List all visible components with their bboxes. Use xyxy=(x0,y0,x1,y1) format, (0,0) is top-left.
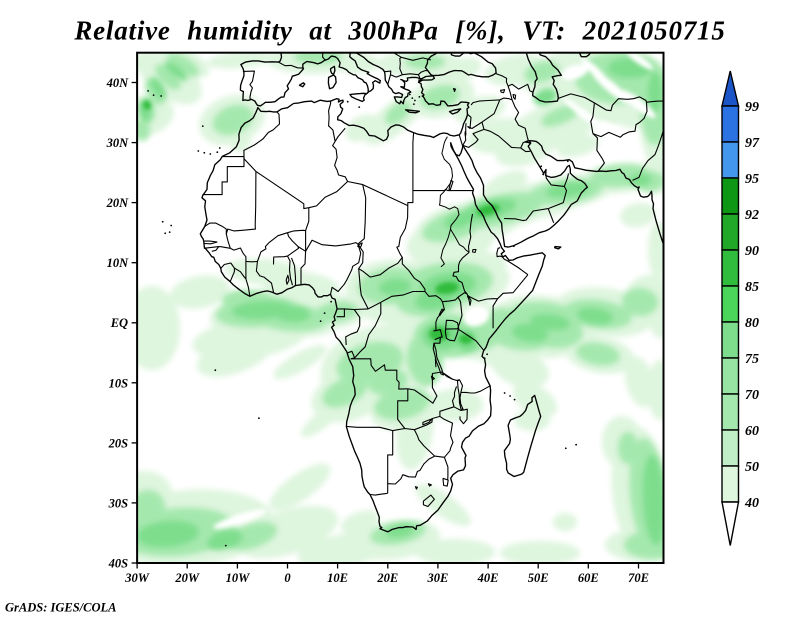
svg-text:Relative humidity at 300hPa [%: Relative humidity at 300hPa [%], VT: 202… xyxy=(73,16,725,46)
svg-text:30N: 30N xyxy=(106,136,130,150)
svg-text:95: 95 xyxy=(745,172,759,187)
svg-text:20S: 20S xyxy=(108,436,129,450)
svg-text:10S: 10S xyxy=(109,376,129,390)
svg-text:10N: 10N xyxy=(107,256,130,270)
svg-text:70E: 70E xyxy=(628,571,649,585)
svg-text:99: 99 xyxy=(745,100,759,115)
svg-text:97: 97 xyxy=(745,136,760,151)
svg-text:40S: 40S xyxy=(108,557,129,571)
svg-text:10E: 10E xyxy=(327,571,348,585)
svg-text:90: 90 xyxy=(745,244,759,259)
svg-text:40: 40 xyxy=(744,496,759,511)
svg-text:20W: 20W xyxy=(174,571,200,585)
svg-text:40E: 40E xyxy=(477,571,499,585)
svg-text:30S: 30S xyxy=(108,496,129,510)
svg-text:50E: 50E xyxy=(528,571,549,585)
svg-text:60: 60 xyxy=(745,424,759,439)
svg-text:GrADS: IGES/COLA: GrADS: IGES/COLA xyxy=(5,601,117,615)
svg-text:20N: 20N xyxy=(106,196,130,210)
svg-text:80: 80 xyxy=(745,316,759,331)
svg-text:20E: 20E xyxy=(376,571,398,585)
svg-text:85: 85 xyxy=(745,280,759,295)
svg-text:75: 75 xyxy=(745,352,759,367)
svg-text:40N: 40N xyxy=(106,76,130,90)
svg-text:70: 70 xyxy=(745,388,759,403)
svg-text:EQ: EQ xyxy=(110,316,128,330)
svg-text:60E: 60E xyxy=(578,571,599,585)
svg-text:0: 0 xyxy=(284,571,291,585)
svg-text:92: 92 xyxy=(745,208,759,223)
svg-text:30E: 30E xyxy=(426,571,448,585)
svg-text:50: 50 xyxy=(745,460,759,475)
svg-text:30W: 30W xyxy=(124,571,150,585)
svg-text:10W: 10W xyxy=(226,571,251,585)
